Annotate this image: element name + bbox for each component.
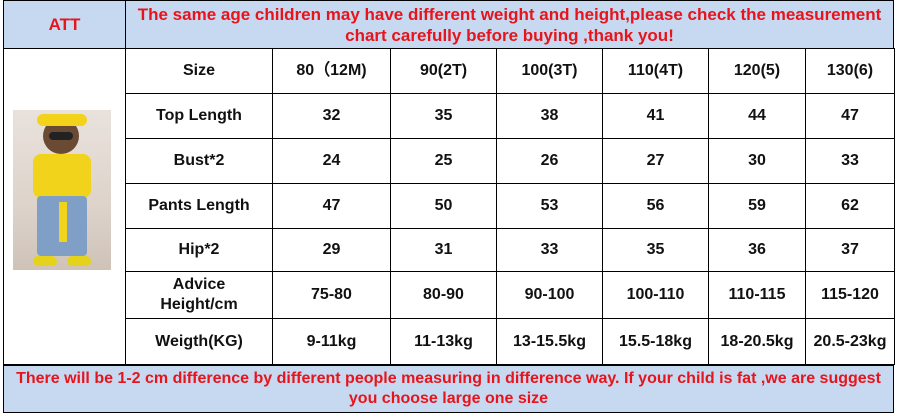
row-label: Bust*2 [126, 139, 273, 184]
size-header: 100(3T) [497, 48, 603, 94]
product-photo [13, 110, 111, 270]
table-cell: 44 [709, 94, 806, 139]
size-header: 80（12M) [273, 48, 391, 94]
table-cell: 24 [273, 139, 391, 184]
table-cell: 41 [603, 94, 709, 139]
table-cell: 38 [497, 94, 603, 139]
table-cell: 35 [603, 229, 709, 272]
notice-cell: The same age children may have different… [125, 0, 894, 49]
footer-notice: There will be 1-2 cm difference by diffe… [16, 370, 881, 407]
table-cell: 62 [806, 184, 895, 229]
table-cell: 110-115 [709, 272, 806, 319]
footer-cell: There will be 1-2 cm difference by diffe… [3, 365, 894, 413]
table-cell: 11-13kg [391, 319, 497, 365]
table-cell: 59 [709, 184, 806, 229]
table-cell: 90-100 [497, 272, 603, 319]
table-cell: 9-11kg [273, 319, 391, 365]
row-label: Size [126, 48, 273, 94]
table-cell: 100-110 [603, 272, 709, 319]
table-cell: 29 [273, 229, 391, 272]
size-header: 90(2T) [391, 48, 497, 94]
brand-cell: ATT [3, 0, 126, 49]
table-cell: 18-20.5kg [709, 319, 806, 365]
table-cell: 20.5-23kg [806, 319, 895, 365]
row-label: Pants Length [126, 184, 273, 229]
row-label: Weigth(KG) [126, 319, 273, 365]
brand: ATT [48, 14, 81, 34]
table-cell: 27 [603, 139, 709, 184]
row-label: Advice Height/cm [126, 272, 273, 319]
header-notice: The same age children may have different… [137, 4, 882, 45]
size-table: Size 80（12M) 90(2T) 100(3T) 110(4T) 120(5) 130… [3, 48, 895, 366]
table-cell: 53 [497, 184, 603, 229]
table-cell: 15.5-18kg [603, 319, 709, 365]
table-cell: 75-80 [273, 272, 391, 319]
table-cell: 35 [391, 94, 497, 139]
size-header: 120(5) [709, 48, 806, 94]
table-cell: 26 [497, 139, 603, 184]
table-cell: 30 [709, 139, 806, 184]
row-label: Top Length [126, 94, 273, 139]
row-label: Hip*2 [126, 229, 273, 272]
size-header: 130(6) [806, 48, 895, 94]
photo-cell [4, 48, 126, 365]
table-cell: 32 [273, 94, 391, 139]
size-header: 110(4T) [603, 48, 709, 94]
table-cell: 36 [709, 229, 806, 272]
table-cell: 31 [391, 229, 497, 272]
table-cell: 47 [806, 94, 895, 139]
table-cell: 37 [806, 229, 895, 272]
table-cell: 80-90 [391, 272, 497, 319]
table-cell: 25 [391, 139, 497, 184]
table-cell: 47 [273, 184, 391, 229]
table-cell: 33 [497, 229, 603, 272]
table-cell: 56 [603, 184, 709, 229]
table-cell: 13-15.5kg [497, 319, 603, 365]
table-cell: 33 [806, 139, 895, 184]
table-cell: 115-120 [806, 272, 895, 319]
table-cell: 50 [391, 184, 497, 229]
